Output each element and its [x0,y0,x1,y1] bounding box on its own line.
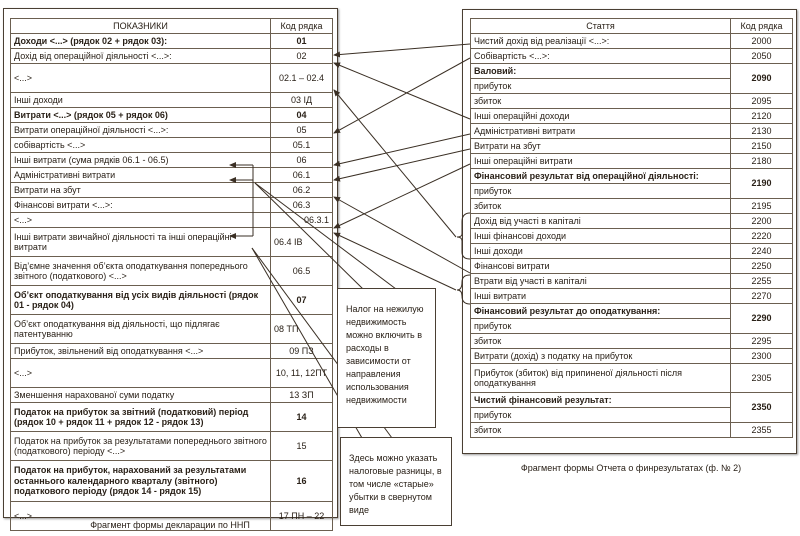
arrow-2250-to-06-3 [333,196,471,274]
table-row: збиток 2095 [470,93,793,109]
table-row: Від’ємне значення об’єкта оподаткування … [10,256,333,286]
table-row: Об’єкт оподаткування від усіх видів діял… [10,285,333,315]
arrow-2130-to-06-1 [333,133,471,167]
table-row: <...> 17 ПН – 22 [10,501,333,531]
callout-tax-differences: Здесь можно указать налоговые разницы, в… [340,437,452,526]
table-row: Втрати від участі в капіталі 2255 [470,273,793,289]
table-row: Податок на прибуток, нарахований за резу… [10,460,333,502]
table-row: збиток 2295 [470,333,793,349]
row-code: 2305 [730,363,793,393]
brace-2200-2240 [456,212,471,260]
right-caption: Фрагмент формы Отчета о финрезультатах (… [520,463,742,473]
row-label: збиток [470,422,731,438]
table-row: Інші витрати звичайної діяльності та інш… [10,227,333,257]
table-row: Податок на прибуток за результатами попе… [10,431,333,461]
row-label: Від’ємне значення об’єкта оподаткування … [10,256,271,286]
arrow-2000-to-02 [333,43,471,58]
table-row: Прибуток (збиток) від припиненої діяльно… [470,363,793,393]
table-row: Податок на прибуток за звітний (податков… [10,402,333,432]
arrow-2050-to-05-1 [333,57,471,134]
table-row: <...> 06.3.1 [10,212,333,228]
table-row: <...> 02.1 – 02.4 [10,63,333,93]
row-label: Інші витрати звичайної діяльності та інш… [10,227,271,257]
left-caption: Фрагмент формы декларации по ННП [90,520,250,530]
row-label: Прибуток (збиток) від припиненої діяльно… [470,363,731,393]
fin-results-table: Стаття Код рядка Чистий дохід від реаліза… [470,18,793,438]
table-row: збиток 2355 [470,422,793,438]
arrow-2180-to-06-4 [333,163,471,229]
callout-property-tax: Налог на нежилую недвижимость можно вклю… [337,288,436,428]
table-row: Зменшення нарахованої суми податку 13 ЗП [10,387,333,403]
table-row: Витрати на збут 06.2 [10,182,333,198]
row-code: 14 [270,402,333,432]
row-code: 17 ПН – 22 [270,501,333,531]
table-row: Витрати на збут 2150 [470,138,793,154]
table-row: Валовий: 2090 [470,63,793,94]
row-code: 02.1 – 02.4 [270,63,333,93]
row-label: Податок на прибуток за результатами попе… [10,431,271,461]
table-row: Інші фінансові доходи 2220 [470,228,793,244]
row-code: 2350 [730,392,793,423]
declaration-table: ПОКАЗНИКИ Код рядка Доходи <...> (рядок 0… [10,18,333,531]
table-row: Дохід від участі в капіталі 2200 [470,213,793,229]
arrow-2120-to-02 [333,62,471,120]
arrow-2150-to-06-2 [333,148,471,182]
row-code: 2355 [730,422,793,438]
arrow-2255-2270-to-06-4 [333,232,457,291]
table-row: Дохід від операційної діяльності <...>: 0… [10,48,333,64]
brace-2255-2270 [456,274,471,305]
row-label: Об’єкт оподаткування від діяльності, що … [10,314,271,344]
table-row: Об’єкт оподаткування від діяльності, що … [10,314,333,344]
row-label: <...> [10,501,271,531]
table-row: <...> 10, 11, 12ПТ [10,358,333,388]
row-code: 2090 [730,63,793,94]
table-row: Фінансові витрати <...>: 06.3 [10,197,333,213]
row-code: 10, 11, 12ПТ [270,358,333,388]
arrow-2200-2240-to-03 [333,89,457,238]
row-code: 16 [270,460,333,502]
row-label: <...> [10,63,271,93]
row-code: 06.5 [270,256,333,286]
row-label: Податок на прибуток, нарахований за резу… [10,460,271,502]
